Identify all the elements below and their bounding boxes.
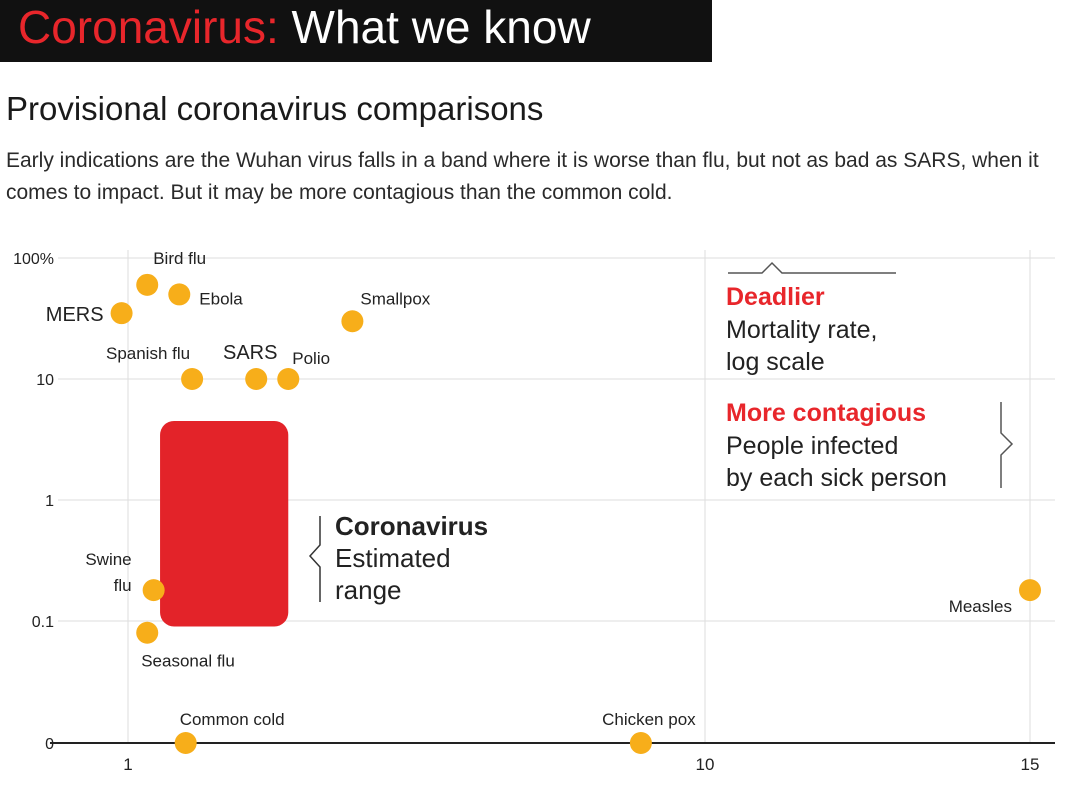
x-tick-label: 15 bbox=[1021, 755, 1040, 774]
point-label-smallpox: Smallpox bbox=[360, 289, 430, 308]
x-tick-label: 10 bbox=[696, 755, 715, 774]
point-label-measles: Measles bbox=[949, 597, 1012, 616]
chart-description: Early indications are the Wuhan virus fa… bbox=[6, 149, 1039, 204]
point-sars bbox=[245, 368, 268, 390]
point-bird-flu bbox=[136, 273, 159, 296]
range-label-title: Coronavirus bbox=[335, 511, 488, 541]
point-label-bird-flu: Bird flu bbox=[153, 249, 206, 268]
point-common-cold bbox=[174, 732, 197, 754]
point-label-spanish-flu: Spanish flu bbox=[106, 344, 190, 363]
title-banner: Coronavirus: What we know bbox=[0, 0, 712, 62]
y-tick-label: 10 bbox=[36, 372, 54, 389]
point-label-ebola: Ebola bbox=[199, 289, 243, 308]
range-label-line2: Estimated bbox=[335, 543, 451, 573]
range-bracket bbox=[308, 516, 321, 602]
banner-title-red: Coronavirus: bbox=[18, 1, 279, 53]
y-tick-label: 0 bbox=[45, 736, 54, 753]
legend-contagious-line2: by each sick person bbox=[726, 464, 947, 492]
legend-contagious-title: More contagious bbox=[726, 399, 926, 427]
point-chicken-pox bbox=[629, 732, 652, 754]
y-tick-label: 1 bbox=[45, 493, 54, 510]
point-measles bbox=[1019, 579, 1041, 602]
point-swine-flu bbox=[142, 579, 165, 602]
chart-headline: Provisional coronavirus comparisons bbox=[6, 90, 544, 127]
y-tick-label: 100% bbox=[13, 251, 54, 268]
contagious-marker bbox=[1000, 402, 1014, 488]
axes: 100% 10 1 0.1 0 1 10 15 bbox=[13, 251, 1055, 774]
point-spanish-flu bbox=[181, 368, 204, 390]
point-ebola bbox=[168, 283, 191, 306]
point-label-polio: Polio bbox=[292, 349, 330, 368]
data-points: MERS Bird flu Ebola Smallpox Spanish flu SARS… bbox=[46, 249, 1041, 754]
point-label-mers: MERS bbox=[46, 304, 104, 326]
point-mers bbox=[110, 302, 133, 325]
point-label-chicken-pox: Chicken pox bbox=[602, 710, 696, 729]
coronavirus-range-box bbox=[160, 420, 289, 627]
legend-contagious-line1: People infected bbox=[726, 432, 898, 460]
legend-deadlier-line2: log scale bbox=[726, 348, 825, 376]
legend-deadlier-line1: Mortality rate, bbox=[726, 316, 877, 344]
y-tick-label: 0.1 bbox=[32, 614, 54, 631]
point-label-swine-flu-2: flu bbox=[114, 576, 132, 595]
point-seasonal-flu bbox=[136, 621, 159, 644]
point-polio bbox=[277, 368, 300, 390]
point-label-swine-flu: Swine bbox=[85, 550, 131, 569]
point-label-sars: SARS bbox=[223, 342, 277, 364]
point-label-common-cold: Common cold bbox=[180, 710, 285, 729]
deadlier-marker bbox=[728, 261, 896, 274]
x-tick-label: 1 bbox=[123, 755, 132, 774]
point-smallpox bbox=[341, 310, 364, 333]
legend: Deadlier Mortality rate, log scale More con… bbox=[726, 261, 1014, 492]
legend-deadlier-title: Deadlier bbox=[726, 283, 825, 311]
point-label-seasonal-flu: Seasonal flu bbox=[141, 652, 235, 671]
range-label-line3: range bbox=[335, 575, 402, 605]
banner-title-white: What we know bbox=[278, 1, 591, 53]
banner-title: Coronavirus: What we know bbox=[18, 2, 591, 52]
